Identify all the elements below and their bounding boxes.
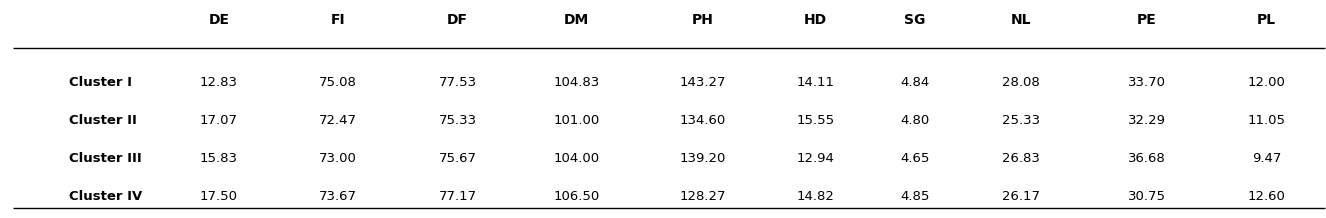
Text: 75.67: 75.67 (439, 152, 476, 165)
Text: 12.83: 12.83 (200, 75, 237, 89)
Text: HD: HD (804, 13, 827, 27)
Text: 72.47: 72.47 (320, 114, 357, 126)
Text: 134.60: 134.60 (680, 114, 725, 126)
Text: 30.75: 30.75 (1128, 189, 1166, 203)
Text: 73.00: 73.00 (320, 152, 357, 165)
Text: 77.53: 77.53 (439, 75, 476, 89)
Text: 101.00: 101.00 (554, 114, 599, 126)
Text: 104.00: 104.00 (554, 152, 599, 165)
Text: DF: DF (447, 13, 468, 27)
Text: 106.50: 106.50 (554, 189, 599, 203)
Text: 12.94: 12.94 (797, 152, 834, 165)
Text: Cluster IV: Cluster IV (69, 189, 143, 203)
Text: 4.85: 4.85 (900, 189, 930, 203)
Text: 28.08: 28.08 (1002, 75, 1040, 89)
Text: PL: PL (1257, 13, 1276, 27)
Text: 75.33: 75.33 (439, 114, 476, 126)
Text: Cluster II: Cluster II (69, 114, 138, 126)
Text: 104.83: 104.83 (554, 75, 599, 89)
Text: 14.11: 14.11 (797, 75, 834, 89)
Text: FI: FI (330, 13, 346, 27)
Text: 4.84: 4.84 (900, 75, 930, 89)
Text: 12.00: 12.00 (1248, 75, 1285, 89)
Text: SG: SG (904, 13, 926, 27)
Text: 26.83: 26.83 (1002, 152, 1040, 165)
Text: 11.05: 11.05 (1248, 114, 1285, 126)
Text: 17.07: 17.07 (200, 114, 237, 126)
Text: 77.17: 77.17 (439, 189, 476, 203)
Text: 12.60: 12.60 (1248, 189, 1285, 203)
Text: 128.27: 128.27 (679, 189, 727, 203)
Text: 14.82: 14.82 (797, 189, 834, 203)
Text: 17.50: 17.50 (200, 189, 237, 203)
Text: 75.08: 75.08 (320, 75, 357, 89)
Text: 26.17: 26.17 (1002, 189, 1040, 203)
Text: DE: DE (208, 13, 229, 27)
Text: 15.55: 15.55 (797, 114, 834, 126)
Text: 32.29: 32.29 (1128, 114, 1166, 126)
Text: 73.67: 73.67 (320, 189, 357, 203)
Text: NL: NL (1010, 13, 1032, 27)
Text: Cluster III: Cluster III (69, 152, 142, 165)
Text: 9.47: 9.47 (1252, 152, 1281, 165)
Text: Cluster I: Cluster I (69, 75, 133, 89)
Text: 15.83: 15.83 (200, 152, 237, 165)
Text: 139.20: 139.20 (680, 152, 725, 165)
Text: PE: PE (1138, 13, 1156, 27)
Text: 33.70: 33.70 (1128, 75, 1166, 89)
Text: 36.68: 36.68 (1128, 152, 1166, 165)
Text: 4.65: 4.65 (900, 152, 930, 165)
Text: PH: PH (692, 13, 713, 27)
Text: 143.27: 143.27 (679, 75, 727, 89)
Text: DM: DM (564, 13, 590, 27)
Text: 4.80: 4.80 (900, 114, 930, 126)
Text: 25.33: 25.33 (1002, 114, 1040, 126)
